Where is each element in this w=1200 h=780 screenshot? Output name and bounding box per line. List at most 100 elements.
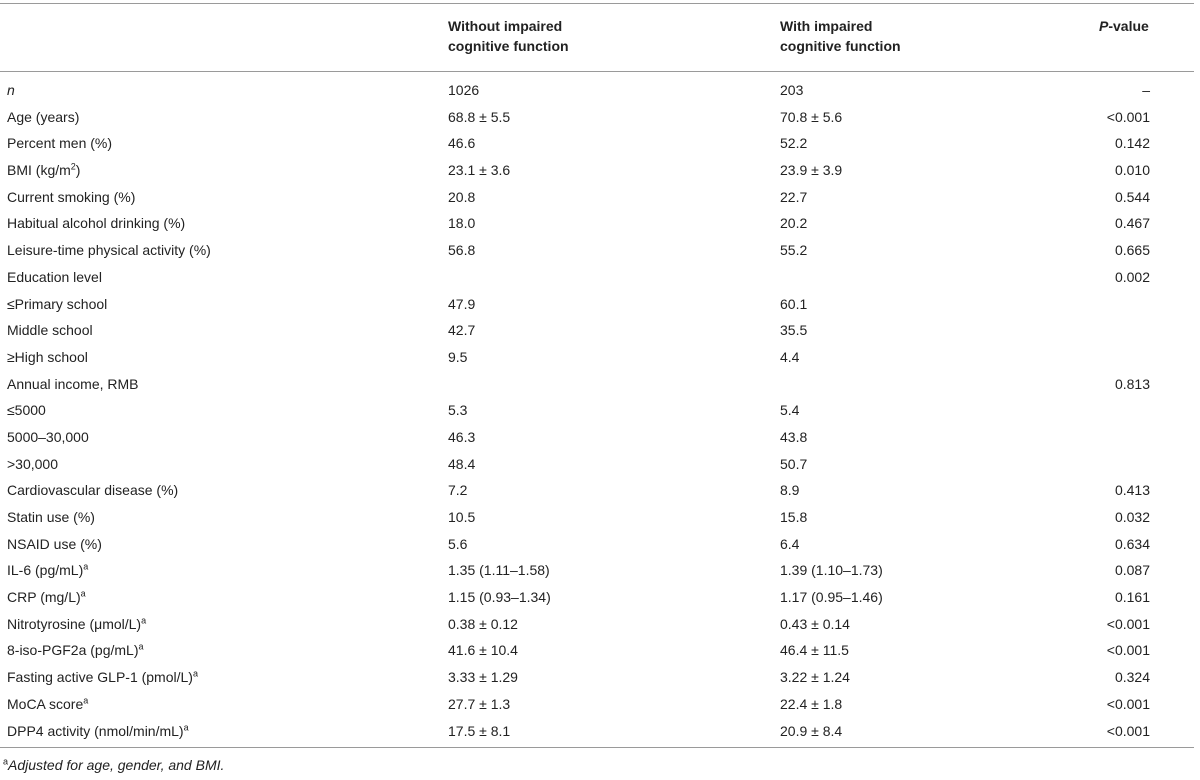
value-without-impaired: 5.6 (448, 535, 468, 552)
value-without-impaired: 18.0 (448, 215, 476, 232)
row-label: Nitrotyrosine (μmol/L)a (7, 615, 147, 632)
value-without-impaired: 56.8 (448, 242, 476, 259)
value-with-impaired: 203 (780, 82, 804, 98)
table-row: Middle school 42.7 35.5 (0, 317, 1194, 344)
value-with-impaired: 0.43 ± 0.14 (780, 615, 850, 632)
value-without-impaired: 46.6 (448, 135, 476, 152)
value-without-impaired: 1026 (448, 82, 480, 98)
value-without-impaired: 1.15 (0.93–1.34) (448, 589, 551, 606)
p-value: – (1142, 82, 1150, 98)
row-label: Leisure-time physical activity (%) (7, 242, 211, 259)
value-without-impaired: 47.9 (448, 295, 476, 312)
header-without-impaired: Without impaired cognitive function (448, 18, 569, 54)
value-with-impaired: 4.4 (780, 348, 800, 365)
value-with-impaired: 35.5 (780, 322, 808, 339)
p-value: 0.467 (1114, 215, 1150, 232)
value-without-impaired: 1.35 (1.11–1.58) (448, 562, 550, 579)
row-label: IL-6 (pg/mL)a (7, 561, 89, 579)
value-without-impaired: 10.5 (448, 509, 476, 525)
value-with-impaired: 6.4 (780, 535, 800, 552)
row-label: Statin use (%) (7, 509, 95, 525)
value-with-impaired: 8.9 (780, 482, 800, 499)
value-with-impaired: 52.2 (780, 135, 808, 152)
p-value: 0.413 (1114, 482, 1150, 499)
row-label: Fasting active GLP-1 (pmol/L)a (7, 668, 198, 686)
value-with-impaired: 20.9 ± 8.4 (780, 722, 843, 739)
value-without-impaired: 0.38 ± 0.12 (448, 615, 518, 632)
table-row: Education level 0.002 (0, 264, 1194, 291)
value-without-impaired: 46.3 (448, 428, 476, 445)
value-with-impaired: 3.22 ± 1.24 (780, 669, 850, 686)
row-label: Current smoking (%) (7, 188, 136, 205)
value-with-impaired: 50.7 (780, 455, 808, 472)
header-with-impaired: With impaired cognitive function (780, 18, 901, 54)
value-with-impaired: 60.1 (780, 295, 808, 312)
table-row: Annual income, RMB 0.813 (0, 371, 1194, 398)
value-with-impaired: 1.17 (0.95–1.46) (780, 589, 883, 606)
p-value: 0.544 (1114, 188, 1150, 205)
table-header-rule (0, 71, 1194, 72)
p-value: 0.161 (1114, 589, 1150, 606)
table-row: Habitual alcohol drinking (%) 18.0 20.2 0.4… (0, 210, 1194, 237)
row-label: BMI (kg/m2) (7, 161, 81, 179)
row-label: DPP4 activity (nmol/min/mL)a (7, 721, 189, 739)
table-row: n 1026 203 – (0, 77, 1194, 104)
value-with-impaired: 55.2 (780, 242, 808, 259)
p-value: 0.002 (1114, 268, 1150, 285)
value-with-impaired: 23.9 ± 3.9 (780, 162, 843, 179)
row-label: Percent men (%) (7, 135, 113, 152)
value-without-impaired: 7.2 (448, 482, 468, 499)
value-with-impaired: 5.4 (780, 402, 800, 419)
value-with-impaired: 22.4 ± 1.8 (780, 695, 843, 712)
table-row: ≤5000 5.3 5.4 (0, 397, 1194, 424)
table-row: 5000–30,000 46.3 43.8 (0, 424, 1194, 451)
p-value: <0.001 (1106, 695, 1150, 712)
value-without-impaired: 68.8 ± 5.5 (448, 108, 511, 125)
p-value: <0.001 (1106, 722, 1150, 739)
table-row: >30,000 48.4 50.7 (0, 451, 1194, 478)
row-label: ≤5000 (7, 402, 46, 419)
table-row: NSAID use (%) 5.6 6.4 0.634 (0, 531, 1194, 558)
value-without-impaired: 9.5 (448, 348, 468, 365)
value-without-impaired: 41.6 ± 10.4 (448, 642, 518, 659)
value-without-impaired: 23.1 ± 3.6 (448, 162, 511, 179)
row-label: Age (years) (7, 108, 80, 125)
table-row: Cardiovascular disease (%) 7.2 8.9 0.413 (0, 477, 1194, 504)
value-without-impaired: 5.3 (448, 402, 468, 419)
row-label: Middle school (7, 322, 93, 339)
row-label: ≥High school (7, 348, 88, 365)
row-label: CRP (mg/L)a (7, 588, 86, 606)
table-body: n 1026 203 – Age (years) 68.8 ± 5.5 70.8 ± 5.6… (0, 77, 1194, 744)
table-bottom-rule (0, 747, 1194, 748)
p-value: 0.813 (1114, 375, 1150, 392)
value-without-impaired: 20.8 (448, 188, 476, 205)
p-value: 0.142 (1114, 135, 1150, 152)
value-with-impaired: 70.8 ± 5.6 (780, 108, 843, 125)
value-with-impaired: 15.8 (780, 509, 808, 525)
p-value: 0.087 (1114, 562, 1150, 579)
table-row: Current smoking (%) 20.8 22.7 0.544 (0, 184, 1194, 211)
row-label: Cardiovascular disease (%) (7, 482, 179, 499)
value-with-impaired: 22.7 (780, 188, 808, 205)
row-label: ≤Primary school (7, 295, 108, 312)
value-without-impaired: 3.33 ± 1.29 (448, 669, 518, 686)
table-header: Without impaired cognitive function With… (0, 16, 1194, 60)
table-row: Percent men (%) 46.6 52.2 0.142 (0, 130, 1194, 157)
p-value: <0.001 (1106, 615, 1150, 632)
table-top-rule (0, 3, 1194, 4)
value-without-impaired: 27.7 ± 1.3 (448, 695, 511, 712)
table-row: CRP (mg/L)a 1.15 (0.93–1.34) 1.17 (0.95–1.… (0, 584, 1194, 611)
value-with-impaired: 1.39 (1.10–1.73) (780, 562, 883, 579)
value-without-impaired: 42.7 (448, 322, 476, 339)
table-row: Nitrotyrosine (μmol/L)a 0.38 ± 0.12 0.43 ±… (0, 611, 1194, 638)
p-value: 0.634 (1114, 535, 1150, 552)
p-value: <0.001 (1106, 108, 1150, 125)
value-without-impaired: 48.4 (448, 455, 476, 472)
value-with-impaired: 46.4 ± 11.5 (780, 642, 849, 659)
row-label: Habitual alcohol drinking (%) (7, 215, 186, 232)
table-row: Leisure-time physical activity (%) 56.8 55… (0, 237, 1194, 264)
table-row: MoCA scorea 27.7 ± 1.3 22.4 ± 1.8 <0.001 (0, 691, 1194, 718)
table-row: 8-iso-PGF2a (pg/mL)a 41.6 ± 10.4 46.4 ± 11… (0, 637, 1194, 664)
table-row: Fasting active GLP-1 (pmol/L)a 3.33 ± 1.2… (0, 664, 1194, 691)
value-with-impaired: 43.8 (780, 428, 808, 445)
